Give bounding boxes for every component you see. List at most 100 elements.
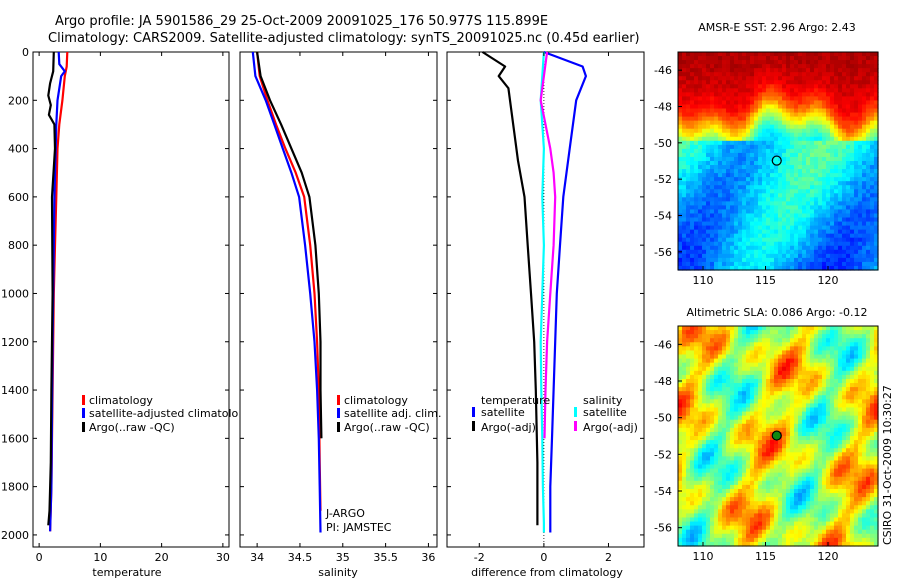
map-cell bbox=[774, 233, 779, 239]
map-cell bbox=[742, 419, 747, 425]
map-cell bbox=[762, 120, 767, 126]
map-cell bbox=[770, 464, 775, 470]
map-cell bbox=[834, 136, 839, 142]
map-cell bbox=[782, 217, 787, 223]
map-cell bbox=[822, 448, 827, 453]
map-cell bbox=[850, 387, 855, 392]
map-cell bbox=[850, 225, 855, 231]
map-cell bbox=[822, 456, 827, 462]
map-cell bbox=[702, 108, 707, 114]
map-cell bbox=[818, 181, 823, 186]
map-cell bbox=[722, 330, 727, 335]
map-cell bbox=[738, 265, 743, 271]
map-cell bbox=[854, 354, 859, 360]
map-cell bbox=[758, 197, 763, 202]
map-cell bbox=[822, 112, 827, 118]
map-cell bbox=[706, 346, 711, 352]
map-cell bbox=[810, 144, 815, 150]
map-cell bbox=[718, 484, 723, 490]
map-cell bbox=[678, 374, 683, 380]
map-cell bbox=[782, 112, 787, 118]
map-cell bbox=[710, 165, 715, 170]
map-cell bbox=[786, 431, 791, 437]
map-cell bbox=[846, 350, 851, 356]
map-cell bbox=[754, 68, 759, 73]
map-cell bbox=[710, 391, 715, 396]
map-cell bbox=[858, 225, 863, 231]
map-cell bbox=[774, 140, 779, 146]
map-cell bbox=[870, 201, 875, 207]
map-cell bbox=[826, 488, 831, 494]
map-cell bbox=[710, 144, 715, 150]
map-cell bbox=[870, 124, 875, 130]
map-cell bbox=[826, 326, 831, 331]
map-cell bbox=[854, 197, 859, 202]
map-cell bbox=[850, 56, 855, 61]
map-cell bbox=[862, 245, 867, 251]
map-cell bbox=[778, 342, 783, 347]
map-cell bbox=[838, 56, 843, 61]
map-cell bbox=[722, 387, 727, 392]
map-cell bbox=[782, 120, 787, 126]
map-cell bbox=[830, 213, 835, 219]
map-cell bbox=[686, 64, 691, 69]
map-cell bbox=[858, 431, 863, 437]
map-cell bbox=[694, 249, 699, 255]
map-cell bbox=[678, 237, 683, 243]
map-cell bbox=[710, 346, 715, 352]
map-cell bbox=[838, 76, 843, 81]
map-cell bbox=[822, 362, 827, 368]
map-cell bbox=[810, 403, 815, 409]
map-cell bbox=[758, 241, 763, 247]
map-cell bbox=[846, 391, 851, 396]
map-cell bbox=[686, 346, 691, 352]
map-cell bbox=[754, 197, 759, 202]
map-cell bbox=[810, 233, 815, 239]
map-cell bbox=[686, 383, 691, 388]
map-cell bbox=[814, 431, 819, 437]
map-cell bbox=[726, 80, 731, 85]
map-cell bbox=[750, 476, 755, 482]
map-cell bbox=[678, 88, 683, 93]
map-cell bbox=[682, 132, 687, 138]
map-cell bbox=[810, 197, 815, 202]
map-cell bbox=[870, 120, 875, 126]
map-cell bbox=[866, 144, 871, 150]
map-cell bbox=[734, 201, 739, 207]
salinity-legend: climatology satellite adj. clim. Argo(..… bbox=[337, 394, 441, 434]
map-cell bbox=[874, 116, 879, 122]
map-cell bbox=[790, 124, 795, 130]
map-cell bbox=[698, 468, 703, 474]
map-cell bbox=[726, 173, 731, 178]
map-cell bbox=[778, 229, 783, 235]
map-cell bbox=[766, 221, 771, 227]
map-cell bbox=[710, 128, 715, 134]
map-cell bbox=[774, 346, 779, 352]
map-cell bbox=[738, 326, 743, 331]
map-cell bbox=[730, 346, 735, 352]
map-cell bbox=[690, 444, 695, 449]
map-cell bbox=[694, 213, 699, 219]
map-cell bbox=[826, 407, 831, 413]
y-tick-label: -50 bbox=[654, 137, 672, 150]
map-cell bbox=[826, 177, 831, 182]
map-cell bbox=[742, 249, 747, 255]
map-cell bbox=[682, 436, 687, 441]
map-cell bbox=[830, 472, 835, 478]
map-cell bbox=[854, 217, 859, 223]
map-cell bbox=[842, 476, 847, 482]
map-cell bbox=[838, 427, 843, 433]
map-cell bbox=[858, 152, 863, 158]
map-cell bbox=[754, 193, 759, 198]
map-cell bbox=[782, 213, 787, 219]
map-cell bbox=[678, 197, 683, 202]
map-cell bbox=[766, 209, 771, 215]
map-cell bbox=[766, 165, 771, 170]
map-cell bbox=[766, 56, 771, 61]
map-cell bbox=[762, 431, 767, 437]
map-cell bbox=[754, 452, 759, 457]
map-cell bbox=[698, 197, 703, 202]
map-cell bbox=[682, 493, 687, 498]
map-cell bbox=[838, 399, 843, 404]
map-cell bbox=[838, 124, 843, 130]
